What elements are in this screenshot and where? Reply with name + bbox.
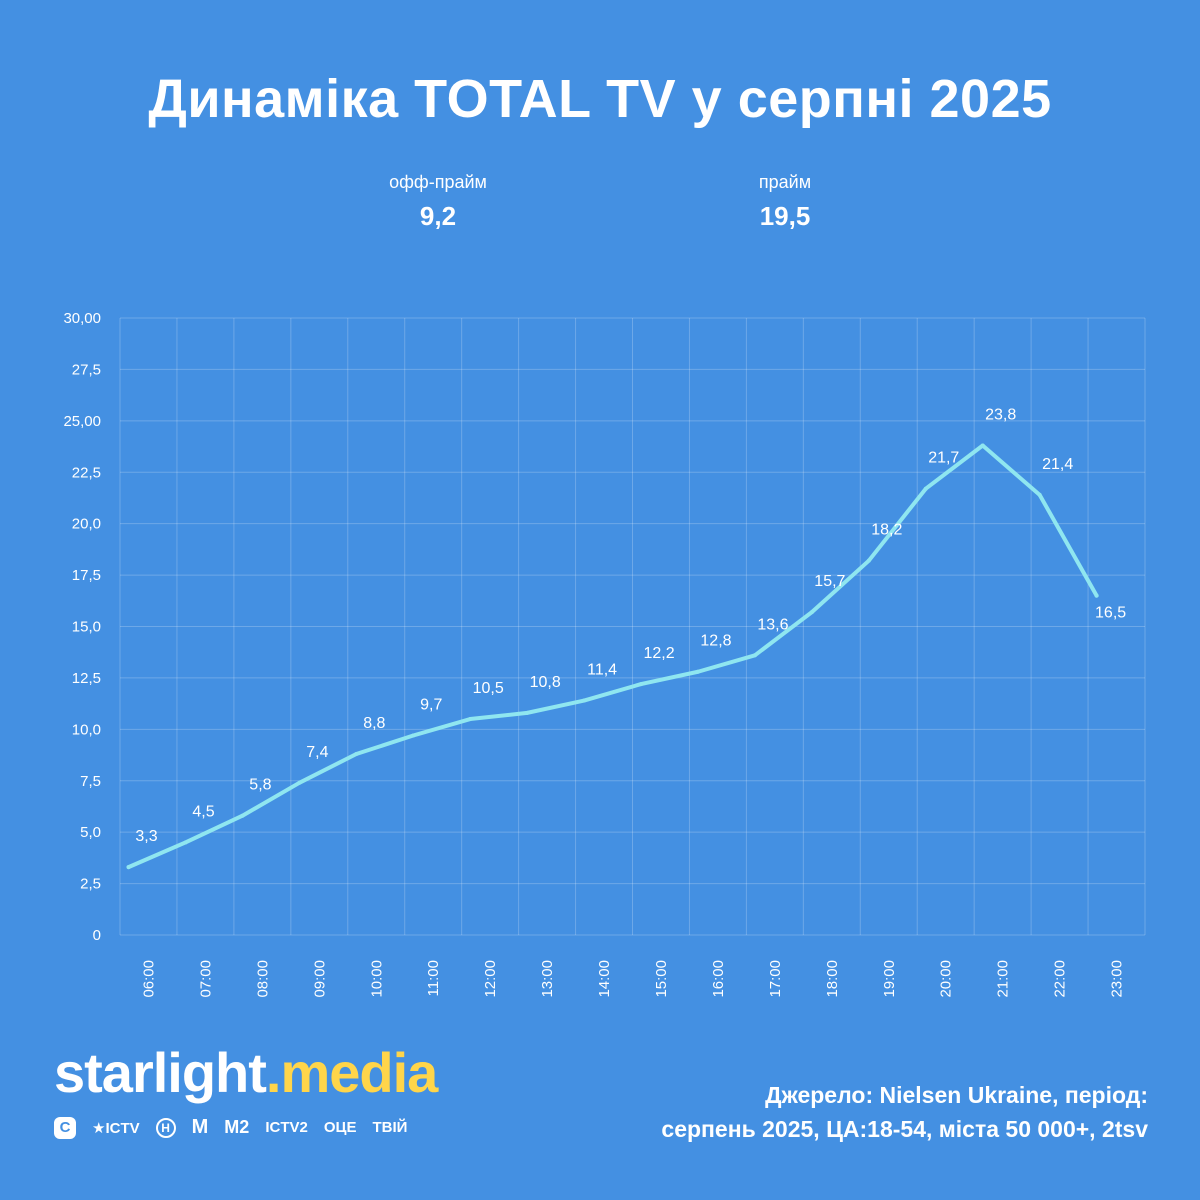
chart-title: Динаміка TOTAL TV у серпні 2025 (148, 69, 1052, 129)
data-point (639, 682, 644, 687)
source-line-1: Джерело: Nielsen Ukraine, період: (765, 1082, 1148, 1108)
data-point (1037, 492, 1042, 497)
y-tick-label: 15,0 (72, 619, 101, 636)
data-label: 10,5 (473, 680, 504, 697)
data-label: 13,6 (757, 616, 788, 633)
channel-stb-logo: С (54, 1116, 76, 1139)
data-point (752, 653, 757, 658)
kpi-off-prime-value: 9,2 (419, 201, 457, 231)
x-tick-label: 15:00 (653, 960, 670, 998)
channel-ictv-logo: ★ICTV (92, 1119, 140, 1137)
kpi-off-prime: офф-прайм 9,2 (338, 172, 538, 232)
x-tick-label: 10:00 (368, 960, 385, 998)
data-label: 21,4 (1042, 456, 1073, 473)
data-label: 4,5 (192, 803, 214, 820)
y-tick-label: 20,0 (72, 516, 101, 533)
data-point (582, 698, 587, 703)
x-tick-label: 09:00 (311, 960, 328, 998)
data-label: 11,4 (587, 662, 617, 679)
kpi-off-prime-label: офф-прайм (389, 172, 487, 192)
y-tick-label: 2,5 (80, 876, 101, 893)
data-label: 3,3 (135, 828, 157, 845)
x-tick-label: 13:00 (539, 960, 556, 998)
data-label: 5,8 (249, 777, 271, 794)
data-label: 12,8 (700, 633, 731, 650)
channel-ictv-label: ICTV (105, 1119, 140, 1137)
x-tick-label: 07:00 (197, 960, 214, 998)
data-point (240, 813, 245, 818)
data-point (866, 558, 871, 563)
channel-oce-logo: ОЦЕ (323, 1119, 357, 1136)
data-label: 10,8 (530, 674, 561, 691)
x-tick-label: 22:00 (1052, 960, 1069, 998)
x-tick-label: 17:00 (767, 960, 784, 998)
x-tick-label: 11:00 (425, 960, 442, 996)
channel-logos: С ★ICTV Н M M2 ICTV2 ОЦЕ ТВІЙ (54, 1116, 407, 1139)
source-note: Джерело: Nielsen Ukraine, період: серпен… (661, 1078, 1148, 1146)
data-point (923, 486, 928, 491)
data-point (468, 717, 473, 722)
x-tick-label: 18:00 (824, 960, 841, 998)
data-point (809, 610, 814, 615)
kpi-prime: прайм 19,5 (685, 172, 885, 232)
data-point (980, 443, 985, 448)
y-tick-label: 12,5 (72, 670, 101, 687)
source-line-2: серпень 2025, ЦА:18-54, міста 50 000+, 2… (661, 1116, 1148, 1142)
data-point (297, 780, 302, 785)
x-tick-label: 08:00 (254, 960, 271, 998)
data-label: 8,8 (363, 715, 385, 732)
channel-m1-logo: M (191, 1116, 209, 1138)
starlight-media-logo: starlight.media (54, 1040, 438, 1105)
channel-novy-logo: Н (155, 1117, 176, 1138)
kpi-prime-value: 19,5 (759, 201, 811, 231)
logo-text: starlight (54, 1041, 267, 1104)
data-label: 9,7 (420, 697, 442, 714)
line-chart: 0 2,5 5,0 7,5 10,0 12,5 15,0 17,5 20,0 22,5 25,00 2… (63, 310, 1146, 998)
x-tick-label: 12:00 (482, 960, 499, 998)
channel-ictv2-logo: ICTV2 (265, 1119, 308, 1136)
y-tick-label: 10,0 (72, 721, 101, 738)
y-tick-label: 27,5 (72, 361, 101, 378)
data-point (354, 752, 359, 757)
y-tick-label: 7,5 (80, 773, 101, 790)
kpi-prime-label: прайм (758, 172, 812, 192)
logo-accent: .media (265, 1041, 438, 1104)
data-point (695, 669, 700, 674)
y-tick-label: 17,5 (72, 567, 101, 584)
data-label: 21,7 (928, 450, 959, 467)
x-tick-label: 23:00 (1109, 960, 1126, 998)
y-tick-label: 5,0 (80, 824, 101, 841)
y-tick-label: 30,00 (63, 310, 101, 327)
data-point (1094, 593, 1099, 598)
channel-tviy-logo: ТВІЙ (372, 1119, 408, 1136)
data-point (411, 733, 416, 738)
channel-m2-logo: M2 (224, 1117, 250, 1137)
x-tick-label: 20:00 (938, 960, 955, 998)
x-tick-label: 21:00 (995, 960, 1012, 998)
data-label: 16,5 (1095, 605, 1126, 622)
data-label: 15,7 (814, 573, 845, 590)
x-tick-label: 16:00 (710, 960, 727, 998)
data-point (126, 865, 131, 870)
x-tick-label: 14:00 (596, 960, 613, 998)
data-label: 23,8 (985, 407, 1016, 424)
y-tick-label: 22,5 (72, 464, 101, 481)
x-tick-label: 19:00 (881, 960, 898, 998)
y-tick-label: 25,00 (63, 413, 101, 430)
x-tick-label: 06:00 (140, 960, 157, 998)
series-line (126, 443, 1099, 870)
data-label: 12,2 (643, 645, 674, 662)
data-point (525, 710, 530, 715)
data-point (183, 840, 188, 845)
y-tick-label: 0 (93, 927, 101, 944)
data-label: 18,2 (871, 522, 902, 539)
data-label: 7,4 (306, 744, 328, 761)
